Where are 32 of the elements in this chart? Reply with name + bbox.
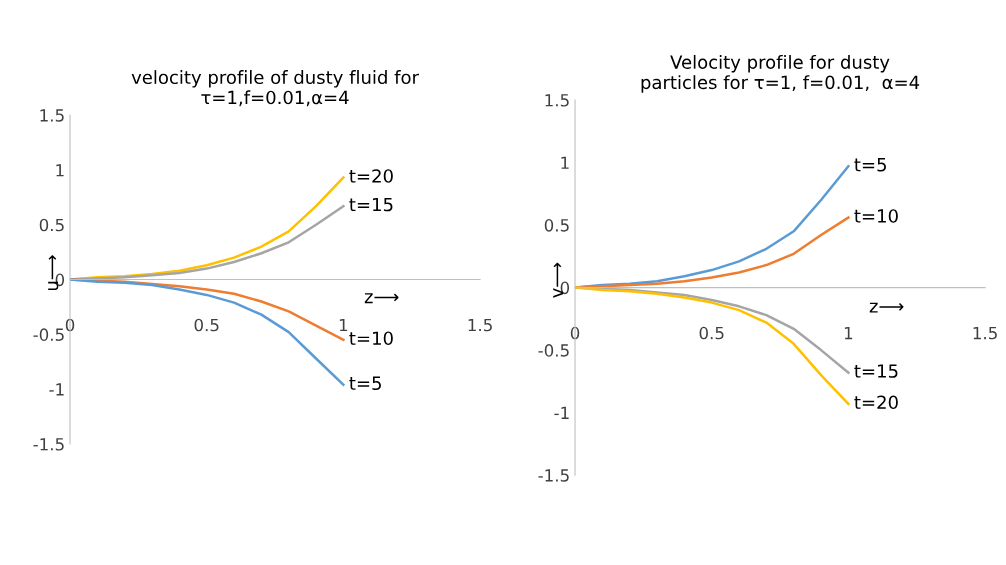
series-label: t=15 (349, 197, 393, 212)
series-label: t=10 (854, 209, 898, 223)
series-label: t=15 (854, 364, 898, 378)
x-tick-label: 1.5 (973, 326, 997, 340)
y-tick-label: 1 (56, 164, 64, 177)
y-tick-label: -1.5 (538, 469, 569, 482)
chart-title: velocity profile of dusty fluid for τ=1,f=0.01,α=4 (131, 70, 419, 107)
y-tick-label: 1 (561, 156, 569, 169)
series-label: t=20 (349, 169, 393, 183)
x-tick-label: 0.5 (194, 318, 219, 332)
y-tick-label: -0.5 (33, 328, 64, 341)
y-tick-label: 1.5 (40, 109, 64, 122)
x-tick-label: 0.5 (699, 326, 724, 340)
y-tick-label: 0.5 (544, 219, 569, 232)
y-tick-label: 1.5 (545, 94, 569, 107)
x-axis-title: z⟶ (364, 293, 399, 304)
y-tick-label: -0.5 (538, 344, 569, 357)
x-tick-label: 0 (65, 318, 75, 332)
y-tick-label: 0.5 (39, 218, 64, 232)
y-tick-label: -1.5 (33, 438, 64, 451)
x-tick-label: 0 (570, 326, 580, 340)
x-axis-title: z⟶ (869, 302, 904, 313)
x-tick-label: 1 (844, 326, 853, 340)
x-tick-label: 1.5 (468, 318, 492, 332)
series-label: t=5 (349, 376, 381, 391)
series-label: t=10 (349, 331, 393, 346)
series-label: t=20 (854, 395, 898, 410)
series-label: t=5 (854, 158, 886, 172)
y-tick-label: -1 (554, 406, 569, 419)
y-tick-label: -1 (49, 383, 64, 396)
chart-title: Velocity profile for dusty particles for τ=1, f=0.01, α=4 (641, 54, 920, 93)
x-tick-label: 1 (339, 318, 348, 332)
